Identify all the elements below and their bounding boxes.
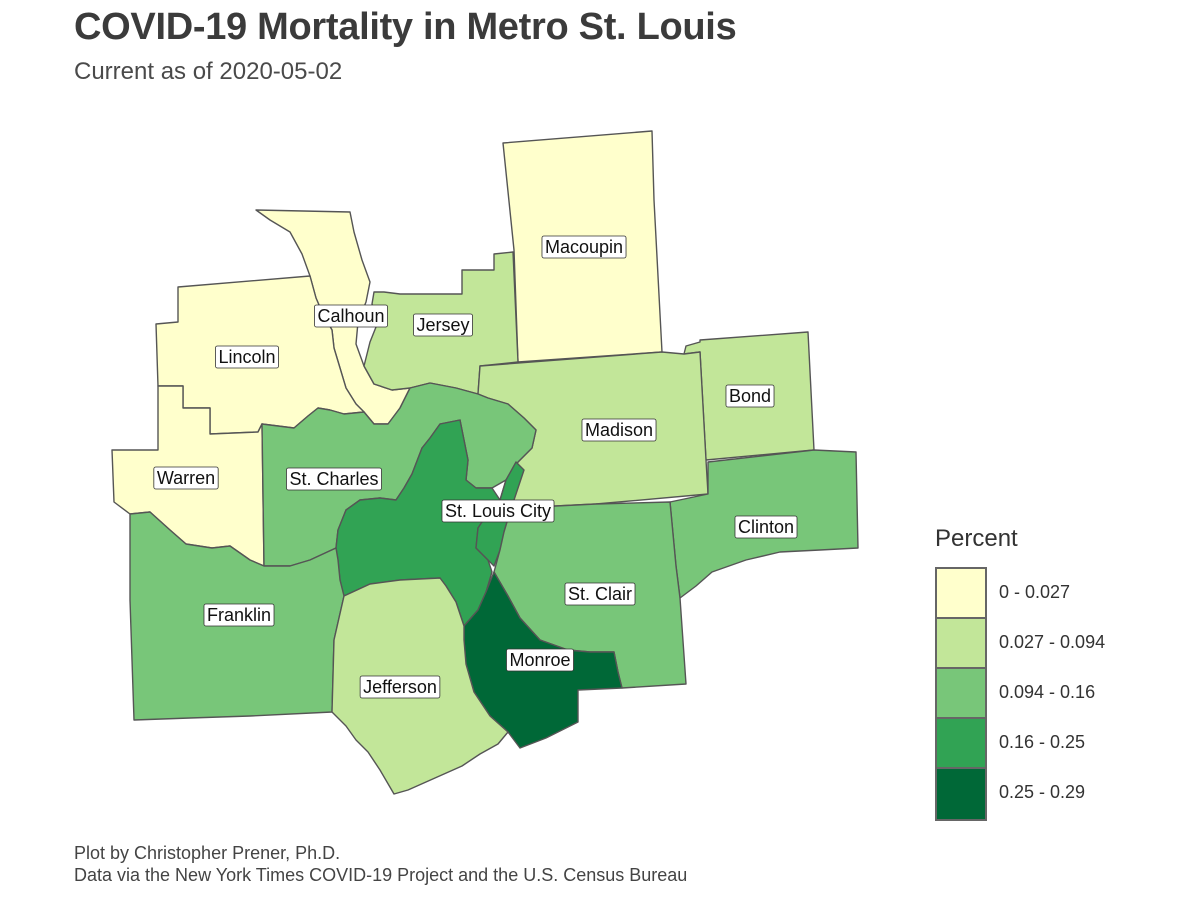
caption-source: Data via the New York Times COVID-19 Pro… xyxy=(74,865,688,885)
legend-label: 0 - 0.027 xyxy=(999,582,1071,602)
legend-swatch xyxy=(937,619,985,669)
county-label: Warren xyxy=(153,466,219,490)
legend: Percent 0 - 0.027 0.027 - 0.094 0.094 - 0.… xyxy=(935,525,1105,821)
county-label-text: Monroe xyxy=(509,650,570,670)
county-label-box xyxy=(413,313,473,337)
county-label-box xyxy=(314,304,388,328)
county-label-text: Calhoun xyxy=(317,306,384,326)
county-label: Jefferson xyxy=(359,675,441,699)
county-label-text: Jersey xyxy=(416,315,469,335)
county-label-box xyxy=(564,582,636,606)
county-label-text: Madison xyxy=(585,420,653,440)
legend-item: 0.16 - 0.25 xyxy=(937,719,1085,769)
legend-swatch xyxy=(937,769,985,819)
county-label-box xyxy=(734,515,798,539)
legend-label: 0.027 - 0.094 xyxy=(999,632,1106,652)
county-label: Madison xyxy=(581,418,657,442)
county-label: Clinton xyxy=(734,515,798,539)
county-label: St. Clair xyxy=(564,582,636,606)
county-label-text: St. Louis City xyxy=(445,501,551,521)
county-label: Bond xyxy=(725,384,775,408)
county-label-box xyxy=(286,467,382,491)
legend-label: 0.16 - 0.25 xyxy=(999,732,1086,752)
county-label: Jersey xyxy=(413,313,473,337)
county-label-text: St. Clair xyxy=(568,584,632,604)
county-label-text: Clinton xyxy=(738,517,794,537)
county-label: Macoupin xyxy=(541,235,627,259)
county-label: St. Charles xyxy=(286,467,382,491)
legend-item: 0.25 - 0.29 xyxy=(937,769,1085,819)
legend-swatch xyxy=(937,569,985,619)
legend-label: 0.094 - 0.16 xyxy=(999,682,1096,702)
county-label-text: Franklin xyxy=(207,605,271,625)
county-label-text: Warren xyxy=(157,468,215,488)
map-subtitle: Current as of 2020-05-02 xyxy=(74,58,343,85)
county-label-box xyxy=(359,675,441,699)
legend-swatch xyxy=(937,719,985,769)
county-label: Franklin xyxy=(203,603,275,627)
legend-item: 0.094 - 0.16 xyxy=(937,669,1095,719)
legend-label: 0.25 - 0.29 xyxy=(999,782,1086,802)
caption: Plot by Christopher Prener, Ph.D. Data v… xyxy=(74,842,687,886)
legend-item: 0 - 0.027 xyxy=(937,569,1070,619)
county-label: Calhoun xyxy=(314,304,388,328)
legend-swatch xyxy=(937,669,985,719)
county-label: Lincoln xyxy=(215,345,279,369)
county-label: St. Louis City xyxy=(441,499,555,523)
county-label-text: Jefferson xyxy=(363,677,437,697)
county-label: Monroe xyxy=(506,648,574,672)
county-label-text: Lincoln xyxy=(218,347,275,367)
county-label-box xyxy=(581,418,657,442)
county-label-box xyxy=(153,466,219,490)
county-label-box xyxy=(203,603,275,627)
county-label-box xyxy=(725,384,775,408)
county-label-box xyxy=(506,648,574,672)
legend-item: 0.027 - 0.094 xyxy=(937,619,1105,669)
county-label-text: St. Charles xyxy=(289,469,378,489)
county-label-box xyxy=(541,235,627,259)
legend-title: Percent xyxy=(935,525,1018,552)
county-label-box xyxy=(441,499,555,523)
caption-author: Plot by Christopher Prener, Ph.D. xyxy=(74,843,341,863)
map-title: COVID-19 Mortality in Metro St. Louis xyxy=(74,6,737,48)
county-label-box xyxy=(215,345,279,369)
county-label-text: Macoupin xyxy=(545,237,623,257)
legend-items: 0 - 0.027 0.027 - 0.094 0.094 - 0.16 0.16 -… xyxy=(935,567,1105,821)
county-label-text: Bond xyxy=(729,386,771,406)
